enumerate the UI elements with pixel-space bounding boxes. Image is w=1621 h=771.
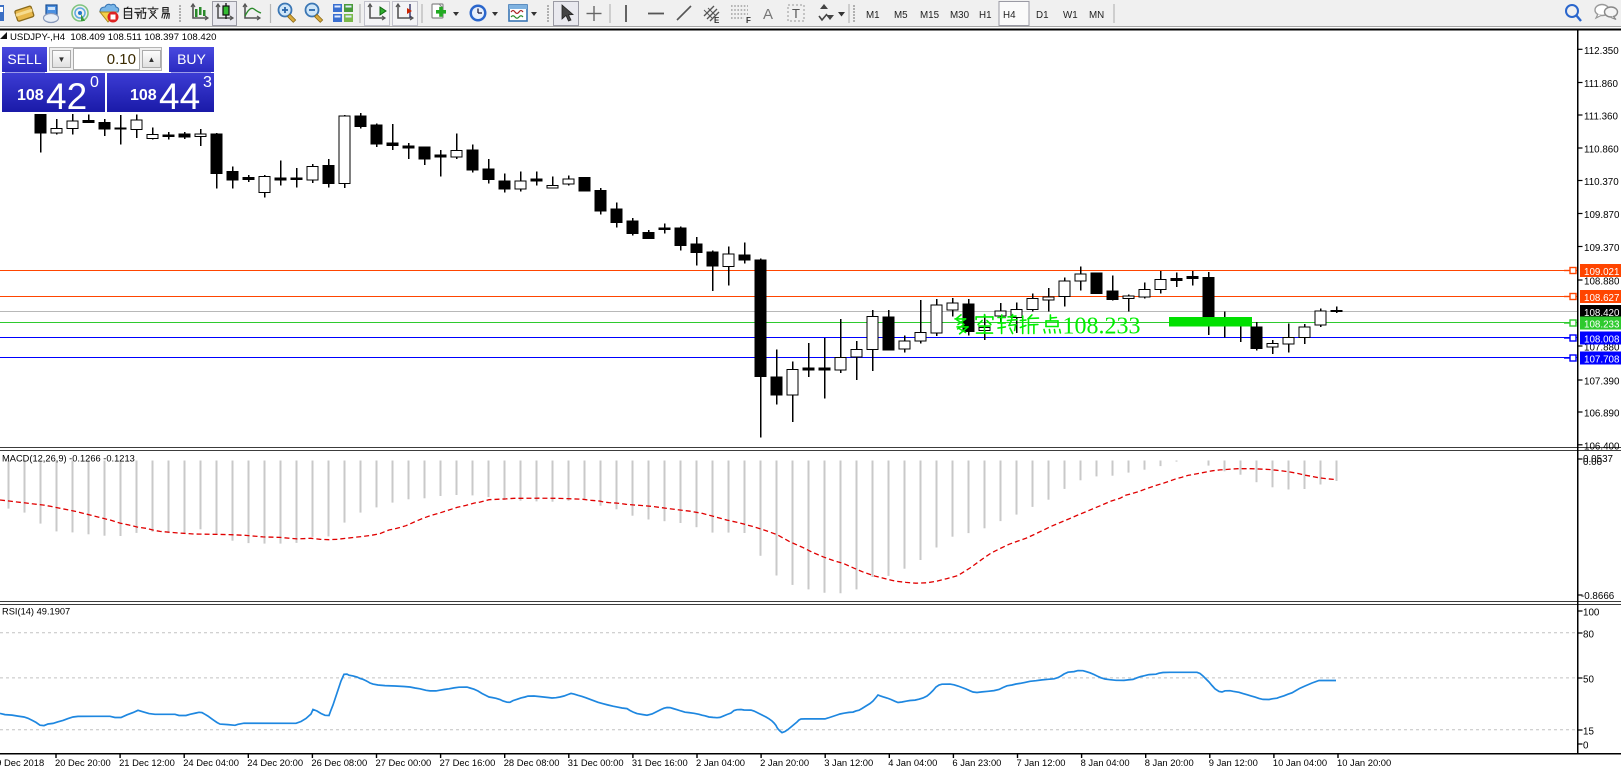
svg-text:27 Dec 16:00: 27 Dec 16:00 bbox=[440, 757, 496, 768]
svg-text:106.400: 106.400 bbox=[1584, 441, 1620, 452]
svg-text:108.420: 108.420 bbox=[1584, 308, 1620, 319]
svg-text:RSI(14) 49.1907: RSI(14) 49.1907 bbox=[2, 607, 70, 617]
svg-text:107.708: 107.708 bbox=[1584, 355, 1620, 366]
svg-text:M15: M15 bbox=[920, 10, 940, 21]
svg-text:H1: H1 bbox=[979, 10, 992, 21]
svg-text:0.0537: 0.0537 bbox=[1583, 454, 1613, 465]
svg-text:A: A bbox=[763, 6, 773, 23]
svg-text:24 Dec 04:00: 24 Dec 04:00 bbox=[183, 757, 239, 768]
svg-text:6 Jan 23:00: 6 Jan 23:00 bbox=[952, 757, 1001, 768]
svg-text:M1: M1 bbox=[866, 10, 880, 21]
svg-text:F: F bbox=[746, 16, 751, 25]
svg-text:M5: M5 bbox=[894, 10, 908, 21]
svg-text:T: T bbox=[792, 6, 800, 21]
svg-text:-0.8666: -0.8666 bbox=[1581, 591, 1615, 602]
svg-text:108.233: 108.233 bbox=[1063, 314, 1141, 340]
svg-text:3 Jan 12:00: 3 Jan 12:00 bbox=[824, 757, 873, 768]
svg-text:E: E bbox=[714, 16, 720, 25]
svg-text:20 Dec 20:00: 20 Dec 20:00 bbox=[55, 757, 111, 768]
svg-text:108.627: 108.627 bbox=[1584, 293, 1619, 304]
svg-text:10 Jan 04:00: 10 Jan 04:00 bbox=[1273, 757, 1327, 768]
svg-text:28 Dec 08:00: 28 Dec 08:00 bbox=[504, 757, 560, 768]
svg-text:7 Jan 12:00: 7 Jan 12:00 bbox=[1017, 757, 1066, 768]
svg-text:USDJPY-,H4 108.409 108.511 10: USDJPY-,H4 108.409 108.511 108.397 108.4… bbox=[10, 32, 216, 43]
svg-text:107.390: 107.390 bbox=[1584, 377, 1620, 388]
svg-text:M30: M30 bbox=[950, 10, 970, 21]
svg-text:0.00: 0.00 bbox=[1583, 457, 1603, 468]
svg-text:0: 0 bbox=[1583, 741, 1589, 752]
svg-text:2 Jan 20:00: 2 Jan 20:00 bbox=[760, 757, 809, 768]
svg-text:19 Dec 2018: 19 Dec 2018 bbox=[0, 757, 44, 768]
svg-text:112.350: 112.350 bbox=[1584, 46, 1619, 57]
svg-text:50: 50 bbox=[1583, 675, 1594, 686]
svg-text:9 Jan 12:00: 9 Jan 12:00 bbox=[1209, 757, 1258, 768]
svg-text:108.233: 108.233 bbox=[1584, 320, 1620, 331]
svg-text:108.008: 108.008 bbox=[1584, 335, 1620, 346]
svg-text:24 Dec 20:00: 24 Dec 20:00 bbox=[247, 757, 303, 768]
svg-text:4 Jan 04:00: 4 Jan 04:00 bbox=[888, 757, 937, 768]
svg-text:110.860: 110.860 bbox=[1584, 145, 1619, 156]
svg-text:31 Dec 16:00: 31 Dec 16:00 bbox=[632, 757, 688, 768]
svg-text:8 Jan 20:00: 8 Jan 20:00 bbox=[1145, 757, 1194, 768]
svg-text:100: 100 bbox=[1583, 608, 1600, 619]
svg-text:31 Dec 00:00: 31 Dec 00:00 bbox=[568, 757, 624, 768]
svg-text:109.870: 109.870 bbox=[1584, 210, 1620, 221]
svg-text:111.360: 111.360 bbox=[1584, 112, 1619, 123]
svg-text:15: 15 bbox=[1583, 727, 1594, 738]
svg-text:107.880: 107.880 bbox=[1584, 343, 1620, 354]
svg-text:21 Dec 12:00: 21 Dec 12:00 bbox=[119, 757, 175, 768]
svg-text:MN: MN bbox=[1089, 10, 1104, 21]
svg-text:W1: W1 bbox=[1063, 10, 1078, 21]
svg-text:2 Jan 04:00: 2 Jan 04:00 bbox=[696, 757, 745, 768]
svg-text:26 Dec 08:00: 26 Dec 08:00 bbox=[311, 757, 367, 768]
svg-text:10 Jan 20:00: 10 Jan 20:00 bbox=[1337, 757, 1391, 768]
svg-text:MACD(12,26,9) -0.1266 -0.1213: MACD(12,26,9) -0.1266 -0.1213 bbox=[2, 454, 135, 464]
svg-text:110.370: 110.370 bbox=[1584, 177, 1619, 188]
svg-text:H4: H4 bbox=[1003, 10, 1016, 21]
svg-text:109.370: 109.370 bbox=[1584, 243, 1620, 254]
svg-text:109.021: 109.021 bbox=[1584, 267, 1619, 278]
svg-text:108.880: 108.880 bbox=[1584, 277, 1620, 288]
svg-text:D1: D1 bbox=[1036, 10, 1049, 21]
svg-text:111.860: 111.860 bbox=[1584, 79, 1619, 90]
svg-text:80: 80 bbox=[1583, 630, 1594, 641]
svg-text:8 Jan 04:00: 8 Jan 04:00 bbox=[1081, 757, 1130, 768]
svg-text:106.890: 106.890 bbox=[1584, 409, 1620, 420]
svg-text:27 Dec 00:00: 27 Dec 00:00 bbox=[376, 757, 432, 768]
